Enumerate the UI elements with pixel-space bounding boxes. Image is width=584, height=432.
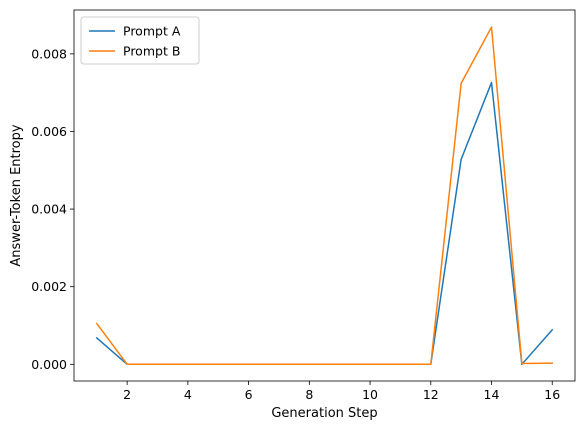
legend: Prompt A Prompt B bbox=[80, 16, 200, 65]
x-tick-label: 14 bbox=[484, 387, 500, 402]
x-tick-label: 10 bbox=[362, 387, 378, 402]
x-tick-label: 16 bbox=[544, 387, 560, 402]
x-tick-label: 2 bbox=[123, 387, 131, 402]
x-tick-label: 4 bbox=[184, 387, 192, 402]
legend-label: Prompt A bbox=[123, 24, 181, 39]
legend-label: Prompt B bbox=[123, 44, 180, 59]
y-tick-label: 0.000 bbox=[31, 357, 67, 372]
y-tick-label: 0.002 bbox=[31, 279, 67, 294]
x-tick-label: 12 bbox=[423, 387, 439, 402]
y-tick-label: 0.006 bbox=[31, 124, 67, 139]
series-line-prompt-b bbox=[95, 26, 553, 366]
y-tick-label: 0.008 bbox=[31, 46, 67, 61]
y-tick-label: 0.004 bbox=[31, 202, 67, 217]
x-axis-ticks: 2 4 6 8 10 12 14 16 bbox=[123, 381, 560, 402]
y-axis-label: Answer-Token Entropy bbox=[9, 124, 24, 266]
x-axis-label: Generation Step bbox=[271, 406, 377, 421]
legend-box bbox=[80, 16, 200, 65]
x-tick-label: 6 bbox=[245, 387, 253, 402]
x-tick-label: 8 bbox=[305, 387, 313, 402]
series-lines bbox=[95, 26, 554, 366]
y-axis-ticks: 0.000 0.002 0.004 0.006 0.008 bbox=[31, 46, 74, 372]
axes-frame bbox=[73, 9, 576, 382]
